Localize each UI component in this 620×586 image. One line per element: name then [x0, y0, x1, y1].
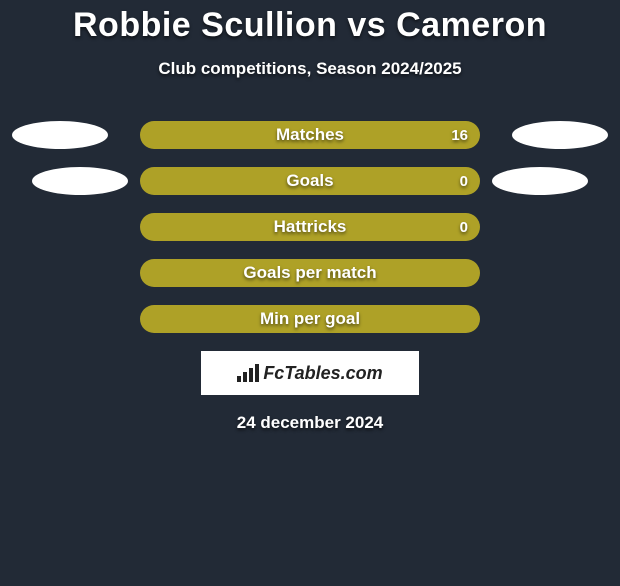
stat-label: Hattricks — [140, 217, 480, 237]
page-subtitle: Club competitions, Season 2024/2025 — [0, 59, 620, 79]
stat-label: Matches — [140, 125, 480, 145]
stat-row: Matches16 — [0, 121, 620, 149]
right-marker — [492, 167, 588, 195]
stat-bar: Min per goal — [140, 305, 480, 333]
date-label: 24 december 2024 — [0, 413, 620, 433]
stat-label: Min per goal — [140, 309, 480, 329]
stat-row: Goals0 — [0, 167, 620, 195]
stat-value: 0 — [460, 219, 468, 236]
comparison-chart: Matches16Goals0Hattricks0Goals per match… — [0, 121, 620, 333]
page-title: Robbie Scullion vs Cameron — [0, 6, 620, 45]
brand-text: FcTables.com — [263, 363, 382, 384]
stat-bar: Goals0 — [140, 167, 480, 195]
brand-badge: FcTables.com — [201, 351, 419, 395]
stat-row: Min per goal — [0, 305, 620, 333]
stat-row: Goals per match — [0, 259, 620, 287]
left-marker — [12, 121, 108, 149]
stat-value: 0 — [460, 173, 468, 190]
stat-bar: Matches16 — [140, 121, 480, 149]
left-marker — [32, 167, 128, 195]
bar-chart-icon — [237, 364, 259, 382]
right-marker — [512, 121, 608, 149]
stat-bar: Goals per match — [140, 259, 480, 287]
stat-bar: Hattricks0 — [140, 213, 480, 241]
stat-label: Goals per match — [140, 263, 480, 283]
stat-row: Hattricks0 — [0, 213, 620, 241]
brand-label: FcTables.com — [237, 363, 382, 384]
stat-value: 16 — [451, 127, 468, 144]
stat-label: Goals — [140, 171, 480, 191]
